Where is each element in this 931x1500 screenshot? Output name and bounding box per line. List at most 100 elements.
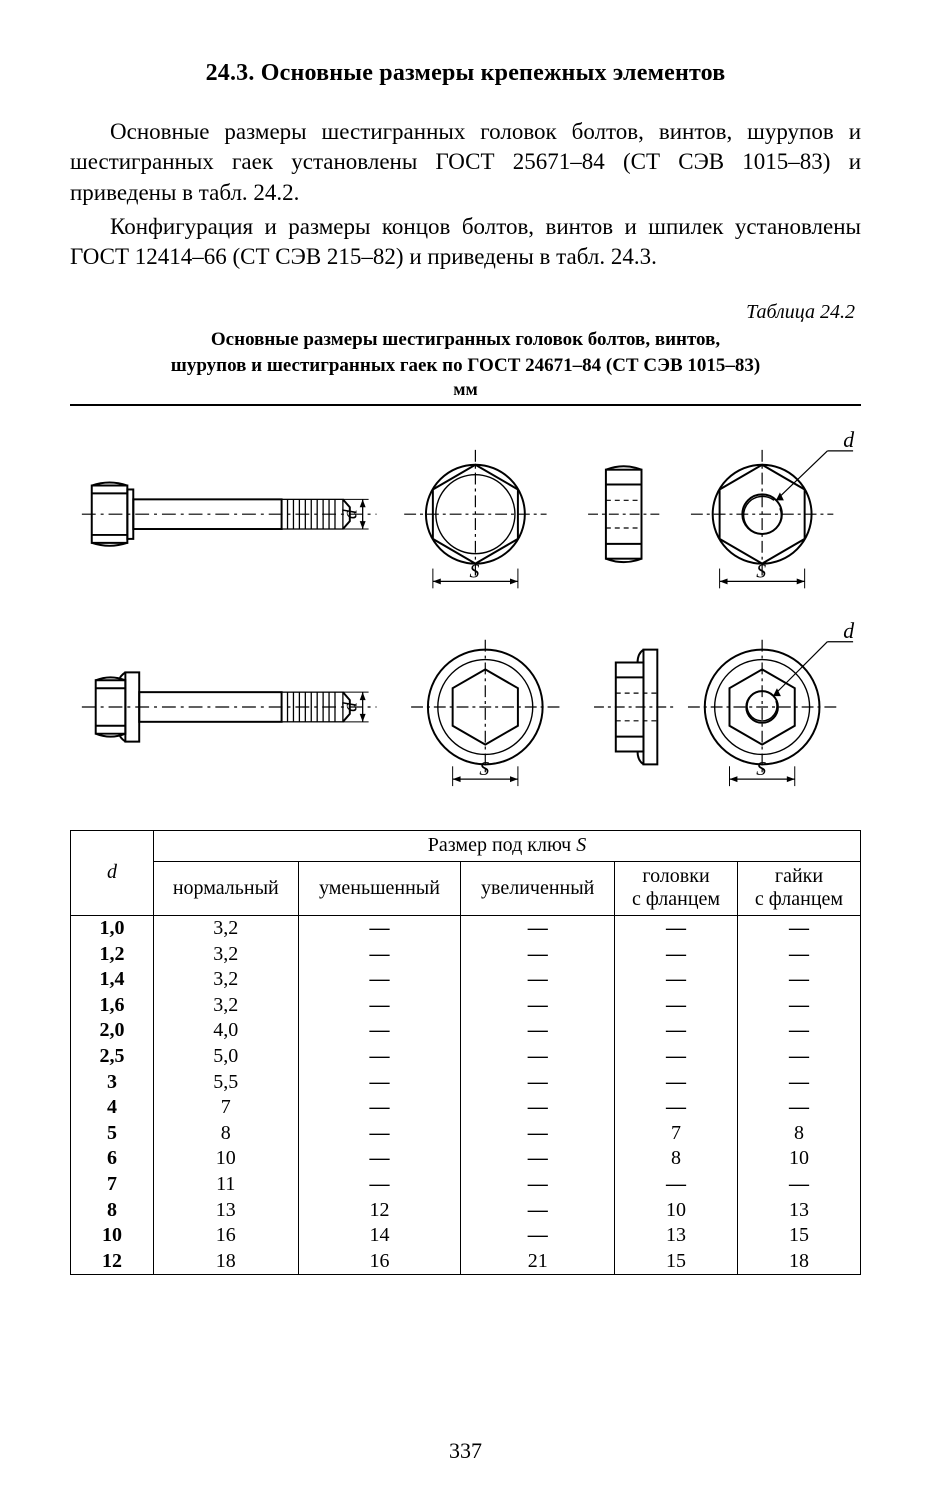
table-row: 81312—1013: [71, 1198, 861, 1224]
cell-value: —: [298, 1018, 461, 1044]
cell-value: —: [298, 916, 461, 942]
cell-value: 21: [461, 1249, 615, 1275]
cell-value: 13: [615, 1223, 738, 1249]
table-caption-line2: шурупов и шестигранных гаек по ГОСТ 2467…: [70, 354, 861, 378]
table-row: 711————: [71, 1172, 861, 1198]
bolt-side-view-1: d: [82, 483, 377, 546]
svg-text:d: d: [340, 509, 362, 519]
section-title: 24.3. Основные размеры крепежных элемент…: [70, 60, 861, 87]
cell-value: 10: [738, 1146, 861, 1172]
svg-text:S: S: [756, 759, 766, 781]
table-head: d Размер под ключ S нормальный уменьшенн…: [71, 831, 861, 916]
cell-value: —: [461, 1198, 615, 1224]
cell-value: —: [615, 967, 738, 993]
cell-value: 13: [154, 1198, 299, 1224]
cell-value: 18: [154, 1249, 299, 1275]
col-header-2: увеличенный: [461, 861, 615, 915]
cell-value: —: [461, 1146, 615, 1172]
table-row: 101614—1315: [71, 1223, 861, 1249]
cell-value: —: [461, 1044, 615, 1070]
table-row: 58——78: [71, 1121, 861, 1147]
nut-side-view-flange: [594, 650, 673, 765]
table-row: 1,43,2————: [71, 967, 861, 993]
svg-text:d: d: [843, 619, 854, 643]
col-header-group: Размер под ключ S: [154, 831, 861, 862]
cell-d: 3: [71, 1070, 154, 1096]
cell-d: 7: [71, 1172, 154, 1198]
cell-value: 5,5: [154, 1070, 299, 1096]
cell-value: 4,0: [154, 1018, 299, 1044]
cell-value: —: [738, 916, 861, 942]
nut-top-view-1: d S: [691, 428, 854, 588]
cell-value: —: [298, 1121, 461, 1147]
cell-d: 2,5: [71, 1044, 154, 1070]
cell-value: —: [298, 993, 461, 1019]
cell-value: —: [615, 1070, 738, 1096]
nut-side-view-1: [588, 467, 659, 563]
cell-d: 2,0: [71, 1018, 154, 1044]
cell-value: 7: [154, 1095, 299, 1121]
cell-value: 11: [154, 1172, 299, 1198]
cell-d: 1,6: [71, 993, 154, 1019]
caption-rule: [70, 404, 861, 406]
cell-value: 8: [615, 1146, 738, 1172]
svg-text:S: S: [479, 759, 489, 781]
table-row: 121816211518: [71, 1249, 861, 1275]
cell-value: —: [461, 993, 615, 1019]
col-header-1: уменьшенный: [298, 861, 461, 915]
cell-value: —: [738, 1172, 861, 1198]
dimensions-table: d Размер под ключ S нормальный уменьшенн…: [70, 830, 861, 1275]
paragraph-2: Конфигурация и размеры концов болтов, ви…: [70, 212, 861, 273]
nut-top-view-flange: d S: [688, 619, 854, 786]
cell-value: —: [461, 916, 615, 942]
cell-d: 6: [71, 1146, 154, 1172]
svg-text:S: S: [469, 561, 479, 583]
cell-value: —: [615, 993, 738, 1019]
cell-d: 5: [71, 1121, 154, 1147]
cell-value: 5,0: [154, 1044, 299, 1070]
cell-value: —: [738, 1070, 861, 1096]
cell-value: —: [461, 1095, 615, 1121]
cell-value: —: [615, 916, 738, 942]
cell-value: —: [738, 1018, 861, 1044]
table-caption-line1: Основные размеры шестигранных головок бо…: [70, 328, 861, 352]
svg-text:S: S: [756, 561, 766, 583]
cell-value: —: [298, 1044, 461, 1070]
cell-value: 3,2: [154, 993, 299, 1019]
cell-value: —: [298, 1095, 461, 1121]
cell-value: —: [461, 942, 615, 968]
hex-top-view-1: S: [404, 450, 546, 588]
bolt-side-view-flange: d: [82, 673, 377, 742]
cell-value: 13: [738, 1198, 861, 1224]
cell-value: —: [615, 1018, 738, 1044]
cell-value: 8: [738, 1121, 861, 1147]
col-header-0: нормальный: [154, 861, 299, 915]
cell-d: 1,2: [71, 942, 154, 968]
cell-value: —: [738, 1095, 861, 1121]
cell-value: —: [298, 942, 461, 968]
cell-value: 10: [154, 1146, 299, 1172]
cell-d: 1,0: [71, 916, 154, 942]
svg-text:d: d: [843, 428, 854, 452]
fastener-diagram: d S: [70, 420, 861, 816]
page: 24.3. Основные размеры крепежных элемент…: [0, 0, 931, 1500]
cell-value: —: [615, 1095, 738, 1121]
cell-value: 3,2: [154, 942, 299, 968]
cell-value: —: [298, 1146, 461, 1172]
table-unit: мм: [70, 379, 861, 400]
cell-value: —: [461, 1223, 615, 1249]
svg-text:d: d: [340, 702, 362, 712]
cell-value: 12: [298, 1198, 461, 1224]
table-row: 2,55,0————: [71, 1044, 861, 1070]
cell-value: —: [461, 1018, 615, 1044]
hex-top-view-flange: S: [411, 640, 559, 786]
col-header-3: головкис фланцем: [615, 861, 738, 915]
cell-value: —: [738, 942, 861, 968]
cell-value: —: [738, 967, 861, 993]
cell-value: 8: [154, 1121, 299, 1147]
table-row: 610——810: [71, 1146, 861, 1172]
table-row: 2,04,0————: [71, 1018, 861, 1044]
cell-d: 8: [71, 1198, 154, 1224]
table-label: Таблица 24.2: [70, 301, 855, 324]
cell-d: 1,4: [71, 967, 154, 993]
